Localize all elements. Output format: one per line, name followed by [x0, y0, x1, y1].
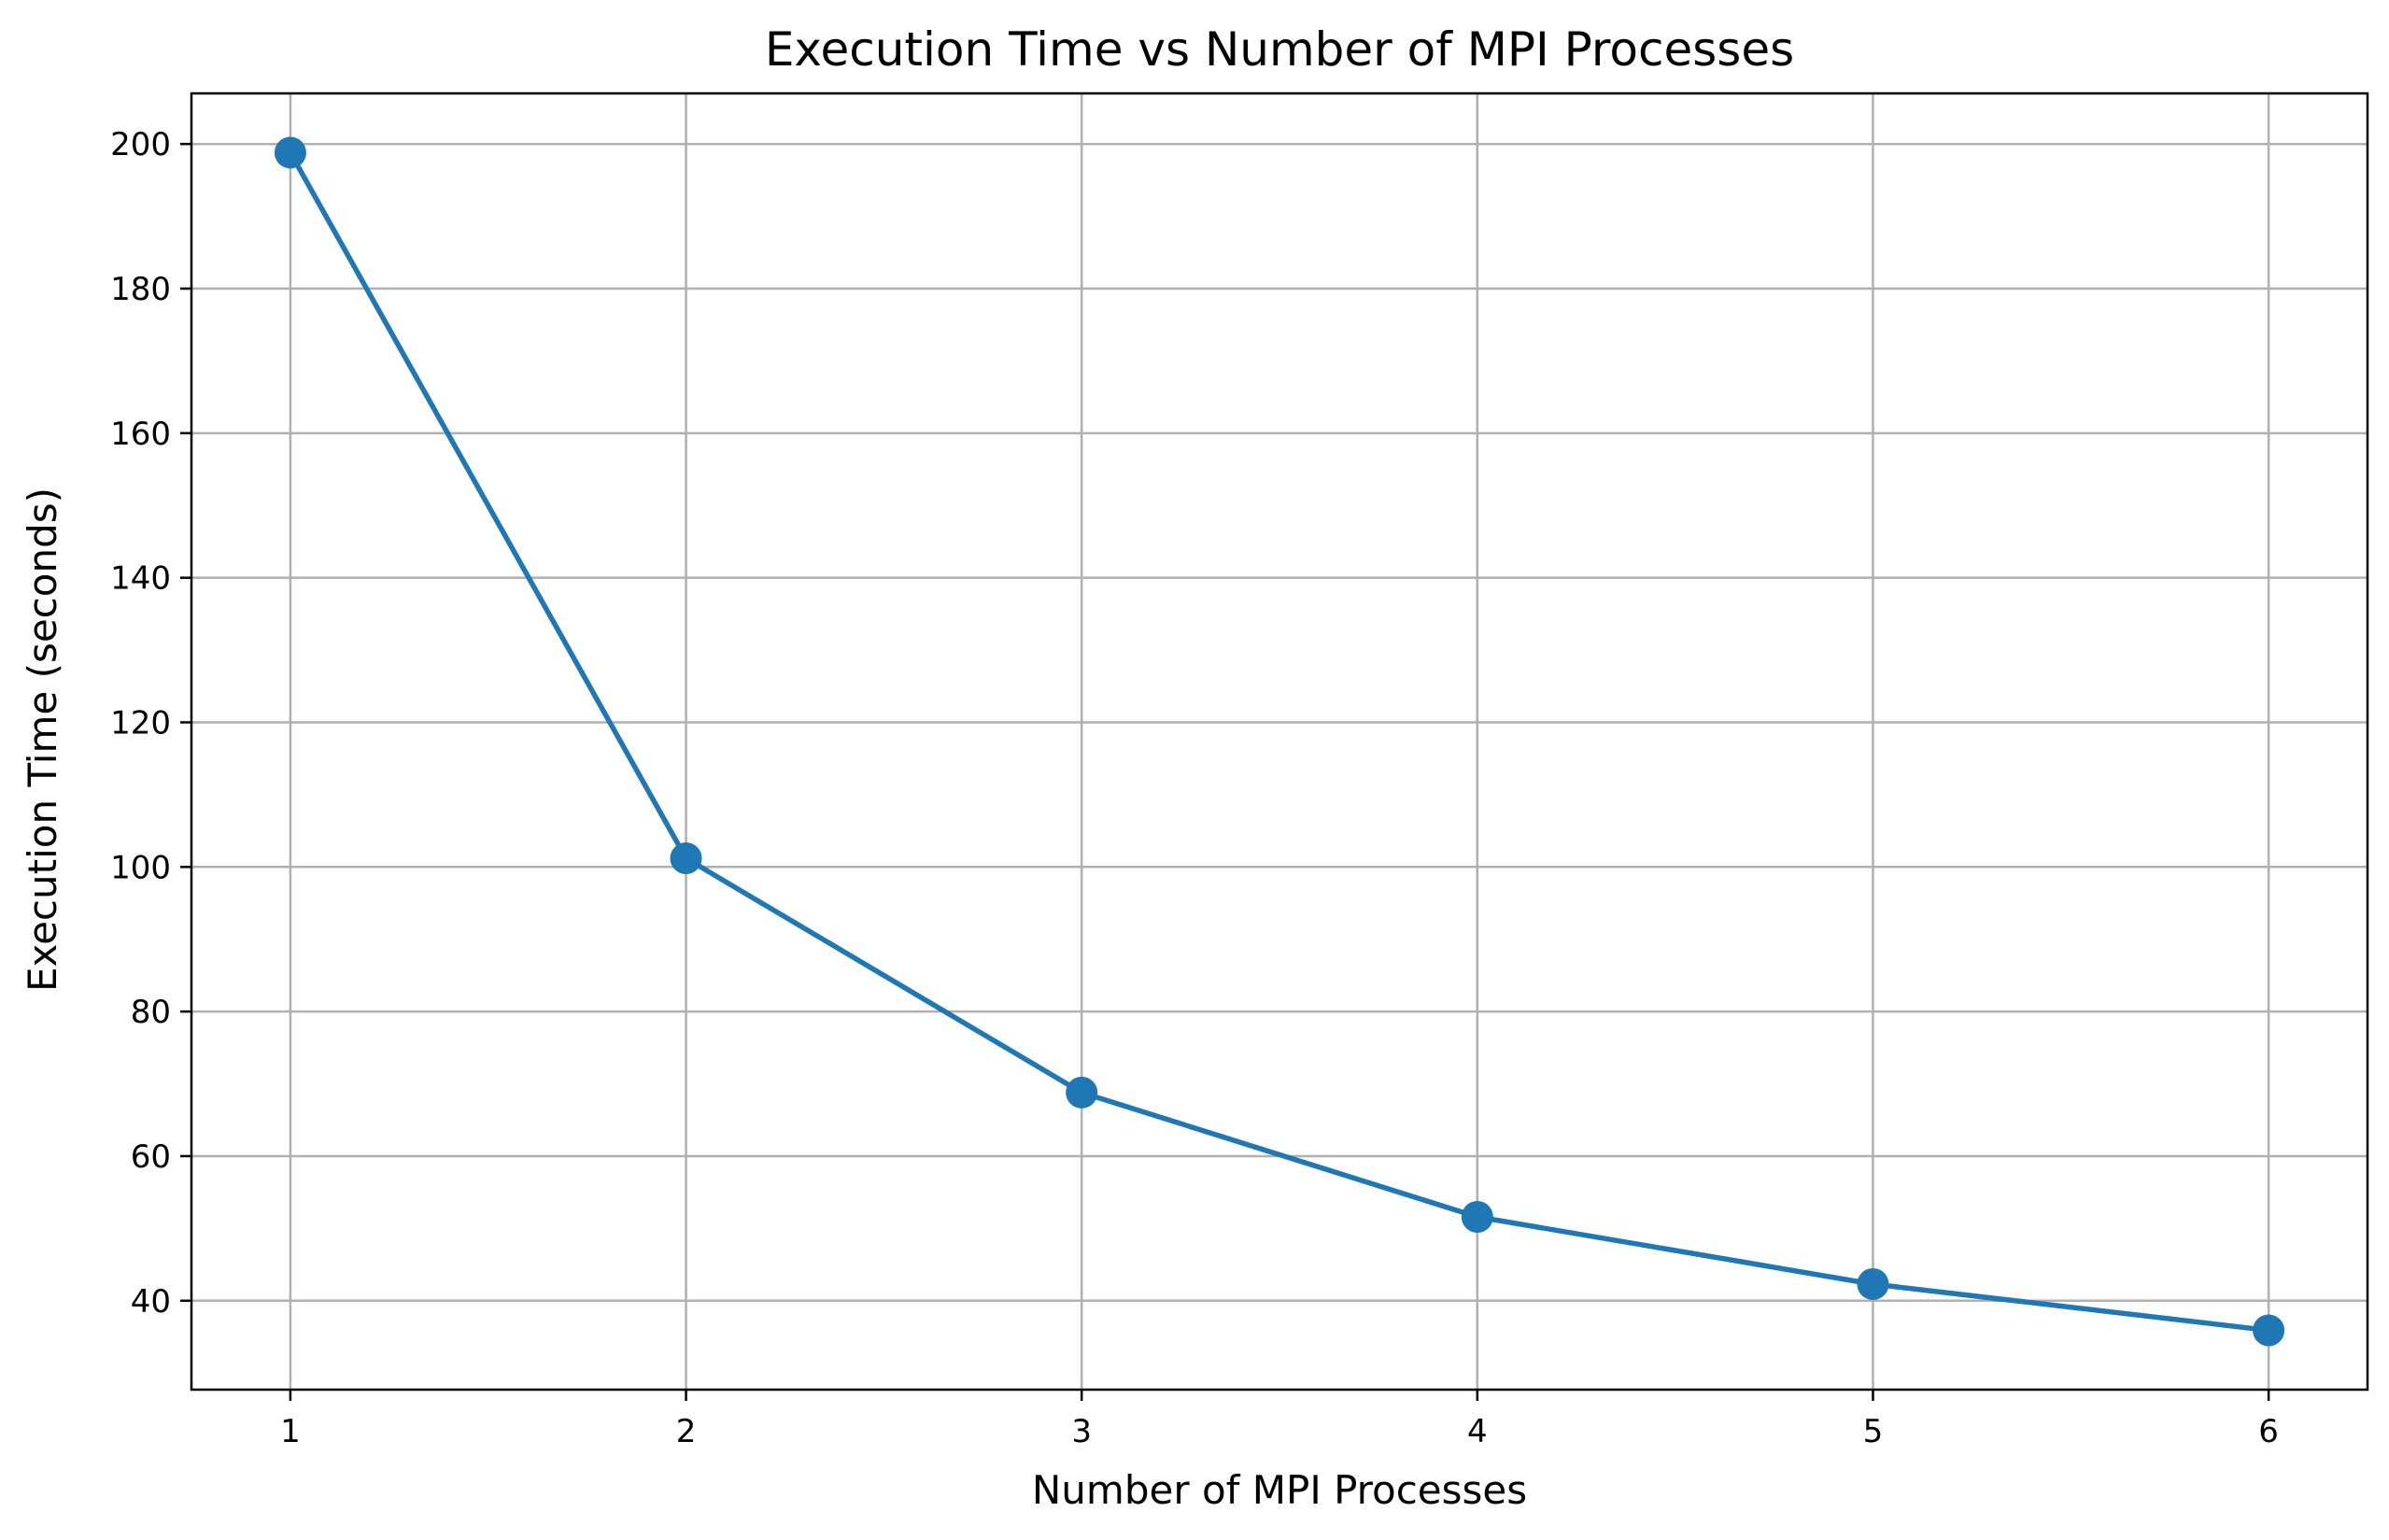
series-line: [288, 149, 2271, 1334]
chart-title: Execution Time vs Number of MPI Processe…: [765, 22, 1794, 77]
x-tick-label: 6: [2258, 1413, 2279, 1450]
y-tick-label: 180: [110, 271, 171, 308]
y-tick-label: 80: [131, 994, 171, 1031]
y-axis-label: Execution Time (seconds): [20, 487, 65, 992]
data-point: [1066, 1076, 1098, 1109]
data-point: [670, 842, 702, 875]
x-tick-label: 5: [1863, 1413, 1884, 1450]
x-axis-label: Number of MPI Processes: [1032, 1467, 1527, 1513]
plot-area-frame: [190, 92, 2369, 1392]
grid: [191, 93, 2368, 1390]
x-tick-label: 4: [1467, 1413, 1488, 1450]
data-series: [274, 136, 2285, 1347]
y-tick-label: 60: [131, 1138, 171, 1176]
y-tick-label: 40: [131, 1283, 171, 1321]
x-tick-label: 2: [676, 1413, 697, 1450]
data-point: [274, 136, 306, 169]
y-tick-label: 140: [110, 560, 171, 598]
data-point: [1857, 1267, 1889, 1300]
data-point: [1461, 1200, 1493, 1233]
data-point: [2253, 1314, 2285, 1347]
axis-ticks: 1 2 3 4 5 6 40 60 80 100 120 140 160 180 200: [110, 126, 2279, 1450]
y-tick-label: 100: [110, 849, 171, 886]
y-tick-label: 160: [110, 416, 171, 453]
y-tick-label: 120: [110, 704, 171, 742]
x-tick-label: 3: [1071, 1413, 1092, 1450]
y-tick-label: 200: [110, 126, 171, 163]
x-tick-label: 1: [280, 1413, 301, 1450]
